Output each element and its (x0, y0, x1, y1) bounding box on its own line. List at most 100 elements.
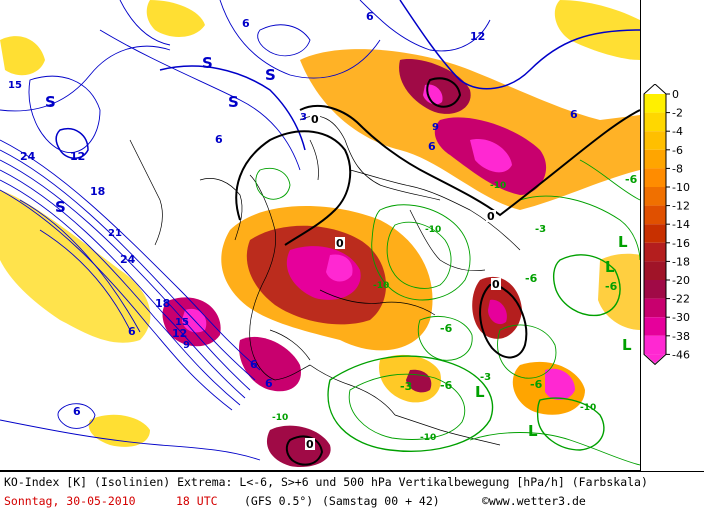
zero-isolines (235, 77, 640, 466)
legend-color-block (644, 224, 666, 243)
positive-label: 6 (215, 133, 223, 146)
legend-label: -6 (672, 144, 683, 157)
negative-label: -10 (580, 403, 596, 413)
positive-label: 6 (250, 358, 258, 371)
positive-label: 24 (120, 253, 136, 266)
legend-color-block (644, 317, 666, 336)
low-symbol: L (528, 422, 538, 440)
legend-label: -46 (672, 348, 690, 361)
legend-label: -20 (672, 274, 690, 287)
legend-color-block (644, 149, 666, 169)
legend-color-block (644, 280, 666, 299)
low-symbol: L (618, 233, 628, 251)
negative-label: -10 (420, 433, 436, 443)
negative-label: -3 (400, 380, 412, 393)
legend-label: -38 (672, 330, 690, 343)
legend-color-block (644, 205, 666, 225)
negative-label: -6 (440, 322, 453, 335)
legend-color-block (644, 242, 666, 262)
low-symbol: L (605, 258, 615, 276)
legend-label: -14 (672, 218, 690, 231)
negative-label: -10 (373, 281, 389, 291)
high-symbol: S (55, 198, 66, 216)
negative-isolines (255, 159, 640, 466)
high-symbol: S (202, 54, 213, 72)
legend-label: 0 (672, 88, 679, 101)
weather-map: 0 0 0 0 0 12 12 24 24 18 18 (0, 0, 640, 468)
legend-label: -16 (672, 237, 690, 250)
zero-label-group: 0 0 0 0 0 (305, 113, 501, 451)
legend-bottom-arrow (645, 354, 665, 364)
positive-label-group: 12 12 24 24 18 18 15 12 6 6 6 6 6 6 6 6 (8, 10, 578, 418)
legend-color-block (644, 187, 666, 206)
high-symbol: S (228, 93, 239, 111)
high-symbol: S (45, 93, 56, 111)
legend-label: -2 (672, 107, 683, 120)
model-name: (GFS 0.5°) (244, 494, 314, 508)
positive-label: 9 (183, 340, 190, 351)
legend-label: -8 (672, 162, 683, 175)
copyright-notice: ©www.wetter3.de (482, 494, 586, 508)
negative-label: -6 (625, 173, 638, 186)
positive-label: 9 (432, 122, 439, 133)
zero-label: 0 (487, 210, 495, 223)
vertical-velocity-shading (0, 0, 640, 468)
legend-color-block (644, 168, 666, 187)
high-symbol: S (265, 66, 276, 84)
map-description: KO-Index [K] (Isolinien) Extrema: L<-6, … (4, 475, 648, 489)
negative-label-group: -6 -6 -6 -6 -6 -6 -3 -3 -3 -10 -10 -10 -… (272, 173, 638, 443)
negative-label: -6 (530, 378, 543, 391)
legend-color-block (644, 298, 666, 318)
positive-label: 15 (175, 317, 189, 328)
low-symbol: L (475, 383, 485, 401)
negative-label: -3 (535, 224, 546, 235)
negative-label: -6 (525, 272, 538, 285)
zero-label: 0 (306, 438, 314, 451)
positive-label: 15 (8, 80, 22, 91)
legend-label: -30 (672, 311, 690, 324)
positive-label: 6 (366, 10, 374, 23)
low-symbol: L (622, 336, 632, 354)
positive-label: 12 (172, 327, 187, 340)
positive-label: 24 (20, 150, 36, 163)
positive-label: 6 (570, 108, 578, 121)
forecast-date: Sonntag, 30-05-2010 (4, 494, 136, 508)
legend-label: -12 (672, 200, 690, 213)
negative-label: -3 (480, 372, 491, 383)
legend-color-block (644, 131, 666, 150)
negative-label: -10 (425, 225, 441, 235)
forecast-time: 18 UTC (176, 494, 218, 508)
negative-label: -6 (440, 379, 453, 392)
color-scale: 0 -2 -4 -6 -8 -10 -12 -14 -16 -18 -20 -22 -30 -38 -46 (643, 84, 690, 366)
positive-label: 18 (155, 297, 170, 310)
isoline-labels: 0 0 0 0 0 12 12 24 24 18 18 (8, 10, 638, 451)
negative-label: -6 (605, 280, 618, 293)
map-panel: 0 0 0 0 0 12 12 24 24 18 18 (0, 0, 641, 471)
extrema-symbols: S S S S S L L L L L (45, 54, 632, 440)
color-scale-legend: 0 -2 -4 -6 -8 -10 -12 -14 -16 -18 -20 -22 -30 -38 -46 (640, 84, 704, 384)
positive-label: 21 (108, 228, 122, 239)
legend-color-block (644, 112, 666, 132)
legend-label: -4 (672, 125, 683, 138)
positive-label: 6 (428, 140, 436, 153)
coastlines (129, 115, 521, 446)
legend-label: -18 (672, 255, 690, 268)
positive-label: 6 (265, 377, 273, 390)
negative-label: -10 (272, 413, 288, 423)
zero-label: 0 (492, 278, 500, 291)
positive-label: 6 (128, 325, 136, 338)
legend-color-block (644, 261, 666, 280)
map-footer: KO-Index [K] (Isolinien) Extrema: L<-6, … (0, 471, 704, 514)
positive-label: 12 (70, 150, 85, 163)
positive-label: 18 (90, 185, 105, 198)
high-symbols: S S S S S (45, 54, 276, 216)
positive-isolines (0, 0, 640, 461)
zero-label: 0 (336, 237, 344, 250)
legend-label: -22 (672, 293, 690, 306)
positive-label: 6 (73, 405, 81, 418)
zero-label: 0 (311, 113, 319, 126)
negative-label: -10 (490, 181, 506, 191)
legend-color-block (644, 94, 666, 113)
positive-label: 3 (300, 112, 307, 123)
